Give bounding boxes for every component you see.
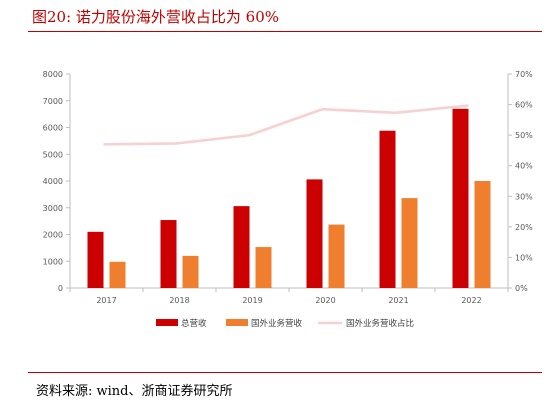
bar-overseas-revenue bbox=[109, 261, 126, 288]
source-note: 资料来源: wind、浙商证券研究所 bbox=[36, 384, 233, 399]
line-overseas-share bbox=[103, 104, 469, 146]
legend-swatch-overseas bbox=[226, 319, 248, 326]
chart-area: 0 1000 2000 3000 4000 5000 6000 7000 8000 0% 10% 20… bbox=[43, 70, 534, 329]
title-divider bbox=[28, 31, 542, 32]
y-right-tick-label: 0% bbox=[515, 284, 528, 293]
y-left-tick-label: 0 bbox=[58, 284, 63, 293]
x-tick-label: 2017 bbox=[96, 296, 116, 305]
y-right-tick-label: 20% bbox=[515, 223, 533, 232]
y-right-tick-label: 10% bbox=[515, 253, 533, 262]
bar-total-revenue bbox=[379, 130, 396, 288]
x-tick-label: 2018 bbox=[169, 296, 189, 305]
x-tick-label: 2022 bbox=[461, 296, 481, 305]
y-left-tick-label: 7000 bbox=[43, 97, 63, 106]
footer-divider bbox=[28, 372, 542, 373]
y-left-tick-label: 1000 bbox=[43, 257, 63, 266]
bar-overseas-revenue bbox=[255, 247, 272, 288]
y-left-tick-label: 6000 bbox=[43, 124, 63, 133]
bar-total-revenue bbox=[306, 179, 323, 288]
bar-overseas-revenue bbox=[328, 224, 345, 288]
bar-total-revenue bbox=[87, 231, 104, 288]
bar-overseas-revenue bbox=[182, 255, 199, 288]
y-left-tick-label: 5000 bbox=[43, 150, 63, 159]
chart-title: 图20: 诺力股份海外营收占比为 60% bbox=[32, 8, 280, 26]
legend-label-total: 总营收 bbox=[181, 318, 207, 329]
x-tick-label: 2020 bbox=[315, 296, 335, 305]
x-tick-label: 2021 bbox=[388, 296, 408, 305]
legend-swatch-total bbox=[156, 319, 178, 326]
x-tick-label: 2019 bbox=[242, 296, 262, 305]
y-right-tick-label: 40% bbox=[515, 162, 533, 171]
y-right-tick-label: 50% bbox=[515, 131, 533, 140]
bar-overseas-revenue bbox=[474, 181, 491, 288]
y-right-tick-label: 60% bbox=[515, 101, 533, 110]
y-left-tick-label: 3000 bbox=[43, 204, 63, 213]
y-left-tick-label: 2000 bbox=[43, 231, 63, 240]
y-right-tick-label: 30% bbox=[515, 192, 533, 201]
bar-overseas-revenue bbox=[401, 198, 418, 288]
y-left-tick-label: 8000 bbox=[43, 70, 63, 79]
bar-total-revenue bbox=[160, 220, 177, 288]
legend-label-share: 国外业务营收占比 bbox=[346, 318, 414, 329]
y-right-tick-label: 70% bbox=[515, 70, 533, 79]
bar-total-revenue bbox=[452, 108, 469, 289]
y-left-tick-label: 4000 bbox=[43, 177, 63, 186]
bar-total-revenue bbox=[233, 206, 250, 288]
legend-label-overseas: 国外业务营收 bbox=[251, 318, 303, 329]
